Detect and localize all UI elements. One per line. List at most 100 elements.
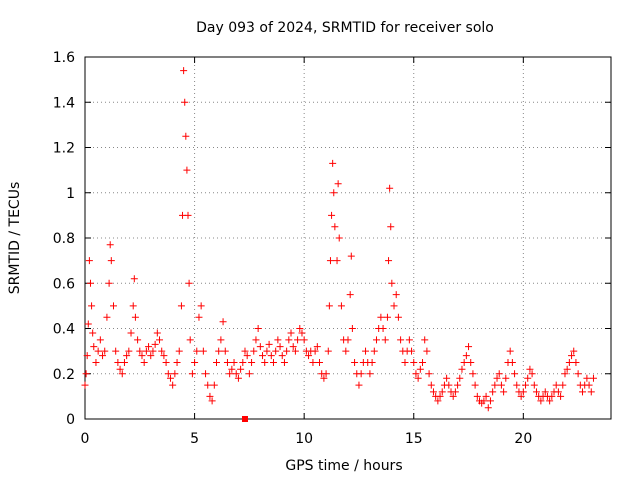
data-point	[151, 340, 159, 348]
data-point	[335, 234, 343, 242]
data-point	[183, 166, 191, 174]
data-point	[454, 381, 462, 389]
data-point	[331, 223, 339, 231]
data-point	[554, 388, 562, 396]
data-point	[511, 370, 519, 378]
data-point	[546, 397, 554, 405]
data-point	[285, 336, 293, 344]
data-point	[421, 336, 429, 344]
data-point	[414, 374, 422, 382]
data-point	[153, 329, 161, 337]
data-point	[127, 329, 135, 337]
y-tick-label: 1.6	[53, 50, 75, 66]
data-point	[217, 336, 225, 344]
data-point	[109, 302, 117, 310]
x-tick-label: 20	[514, 431, 532, 447]
data-point	[305, 352, 313, 360]
data-point	[532, 388, 540, 396]
y-tick-label: 0	[66, 412, 75, 428]
data-point	[572, 358, 580, 366]
y-tick-label: 1	[66, 186, 75, 202]
data-point	[311, 347, 319, 355]
data-point	[223, 358, 231, 366]
data-point	[412, 370, 420, 378]
data-point	[471, 381, 479, 389]
data-point	[388, 279, 396, 287]
data-point	[530, 381, 538, 389]
data-point	[328, 211, 336, 219]
data-point	[344, 336, 352, 344]
data-point	[325, 302, 333, 310]
data-point	[565, 358, 573, 366]
data-point	[548, 392, 556, 400]
data-point	[219, 318, 227, 326]
data-point	[357, 370, 365, 378]
data-point	[149, 347, 157, 355]
x-tick-label: 10	[295, 431, 313, 447]
data-point	[561, 370, 569, 378]
data-point	[401, 358, 409, 366]
data-point	[86, 279, 94, 287]
data-point	[355, 381, 363, 389]
data-point	[116, 365, 124, 373]
data-point	[460, 358, 468, 366]
data-point	[309, 358, 317, 366]
data-point	[267, 352, 275, 360]
data-point	[185, 279, 193, 287]
data-point	[118, 370, 126, 378]
data-point	[101, 347, 109, 355]
data-point	[252, 336, 260, 344]
data-point	[330, 189, 338, 197]
data-point	[489, 388, 497, 396]
data-point	[289, 343, 297, 351]
data-point	[513, 381, 521, 389]
y-tick-label: 1.4	[53, 95, 75, 111]
data-point	[164, 370, 172, 378]
data-point	[182, 132, 190, 140]
data-point	[94, 347, 102, 355]
data-point	[239, 358, 247, 366]
data-point	[517, 392, 525, 400]
data-point	[587, 388, 595, 396]
data-point	[228, 365, 236, 373]
data-point	[322, 370, 330, 378]
data-point	[524, 374, 532, 382]
data-point	[486, 397, 494, 405]
data-point	[181, 98, 189, 106]
data-point	[195, 313, 203, 321]
data-point	[519, 388, 527, 396]
data-point	[173, 358, 181, 366]
data-point	[138, 352, 146, 360]
data-point	[467, 358, 475, 366]
data-point	[324, 347, 332, 355]
data-point	[226, 370, 234, 378]
data-series	[81, 67, 597, 422]
data-point	[506, 347, 514, 355]
data-point	[381, 336, 389, 344]
data-point	[326, 257, 334, 265]
x-tick-label: 15	[405, 431, 423, 447]
data-point	[379, 325, 387, 332]
data-point	[528, 370, 536, 378]
data-point	[372, 336, 380, 344]
data-point	[131, 313, 139, 321]
data-point	[419, 358, 427, 366]
data-point	[184, 211, 192, 219]
data-point	[136, 347, 144, 355]
data-point	[96, 336, 104, 344]
data-point	[114, 358, 122, 366]
data-point	[500, 388, 508, 396]
data-point	[263, 347, 271, 355]
data-point	[508, 358, 516, 366]
data-point	[272, 347, 280, 355]
data-point	[283, 347, 291, 355]
data-point	[541, 388, 549, 396]
data-point	[123, 352, 131, 360]
data-point	[300, 336, 308, 344]
data-point	[443, 374, 451, 382]
data-point	[237, 365, 245, 373]
data-point	[449, 392, 457, 400]
x-tick-label: 0	[81, 431, 90, 447]
data-point	[405, 336, 413, 344]
data-point	[85, 257, 93, 265]
